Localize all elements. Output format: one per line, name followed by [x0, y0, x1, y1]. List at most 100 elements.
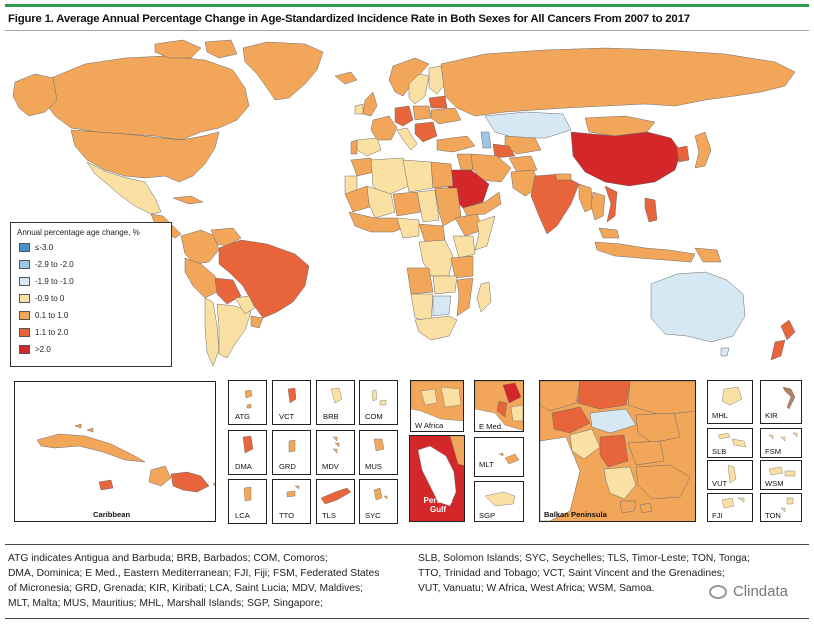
region-somalia [474, 215, 496, 251]
inset-label-tls: TLS [322, 511, 336, 520]
inset-label-w-africa: W Africa [415, 421, 444, 430]
map-legend: Annual percentage age change, % ≤-3.0 -2… [10, 222, 172, 367]
inset-label-persian-gulf: Persian Gulf [416, 496, 460, 514]
legend-label: -1.9 to -1.0 [35, 276, 74, 286]
inset-caribbean: Caribbean [14, 381, 216, 522]
note-line: VUT, Vanuatu; W Africa, West Africa; WSM… [418, 583, 655, 594]
region-balkans [414, 121, 438, 143]
region-philippines [644, 197, 658, 223]
region-brazil [218, 239, 310, 319]
region-japan [694, 131, 712, 169]
caribbean-map [36, 423, 215, 493]
inset-balkan: Balkan Peninsula [539, 380, 696, 522]
inset-label-mdv: MDV [322, 462, 339, 471]
inset-fji: FJI [707, 493, 753, 522]
region-cuba [172, 195, 204, 205]
legend-item: >2.0 [19, 343, 51, 355]
ton-map [780, 497, 794, 513]
region-nigeria [396, 217, 420, 239]
inset-label-grd: GRD [279, 462, 296, 471]
region-sweden [408, 73, 430, 105]
region-kenya [452, 235, 476, 259]
region-alaska [12, 73, 58, 117]
region-canada-islands [154, 39, 238, 59]
region-myanmar [578, 183, 594, 213]
region-botswana [432, 295, 452, 317]
legend-swatch [19, 327, 30, 337]
region-venezuela [210, 227, 242, 247]
legend-swatch [19, 310, 30, 320]
region-algeria [370, 157, 410, 197]
region-mali [366, 185, 396, 219]
inset-e-med: E Med. [474, 380, 524, 432]
region-russia [440, 47, 796, 117]
inset-label-brb: BRB [323, 412, 339, 421]
persian-gulf-map [410, 436, 464, 521]
sgp-map [484, 491, 516, 507]
dma-map [242, 435, 254, 454]
footer-rule [5, 618, 809, 619]
inset-label-vut: VUT [712, 479, 728, 488]
region-tanzania [450, 255, 474, 279]
inset-kir: KIR [760, 380, 802, 424]
fji-map [721, 497, 745, 509]
inset-ton: TON [760, 493, 802, 522]
region-madagascar [476, 281, 492, 313]
region-kazakhstan [484, 111, 572, 139]
inset-label-caribbean: Caribbean [93, 510, 131, 519]
legend-swatch [19, 344, 30, 354]
region-italy [396, 127, 418, 151]
inset-label-slb: SLB [712, 447, 727, 456]
region-germany [394, 105, 414, 127]
legend-item: -0.9 to 0 [19, 292, 64, 304]
region-chile [204, 297, 220, 367]
inset-label-kir: KIR [765, 411, 778, 420]
region-ireland [354, 103, 364, 115]
region-indonesia [594, 241, 696, 263]
region-finland [428, 65, 446, 95]
notes-right: SLB, Solomon Islands; SYC, Seychelles; T… [418, 551, 750, 596]
inset-label-wsm: WSM [765, 479, 784, 488]
region-colombia [180, 229, 220, 265]
fsm-map [768, 432, 798, 442]
region-iceland [334, 71, 358, 85]
note-line: TTO, Trinidad and Tobago; VCT, Saint Vin… [418, 568, 725, 579]
region-caspian [480, 131, 492, 149]
mdv-map [332, 436, 340, 454]
title-divider [5, 30, 809, 31]
world-choropleth-map [12, 39, 796, 367]
note-line: DMA, Dominica; E Med., Eastern Mediterra… [8, 568, 380, 579]
region-uzbekistan [504, 135, 542, 155]
inset-label-fsm: FSM [765, 447, 782, 456]
note-line: ATG indicates Antigua and Barbuda; BRB, … [8, 553, 328, 564]
inset-persian-gulf: Persian Gulf [409, 435, 465, 522]
region-china [570, 131, 682, 187]
inset-lca: LCA [228, 479, 267, 524]
legend-label: -2.9 to -2.0 [35, 259, 74, 269]
persian-gulf-label-line1: Persian [423, 496, 453, 505]
region-mexico [86, 161, 162, 215]
com-map [371, 389, 387, 406]
region-mozambique [456, 277, 474, 317]
mhl-map [721, 386, 743, 406]
inset-mhl: MHL [707, 380, 753, 424]
inset-com: COM [359, 380, 398, 425]
grd-map [288, 439, 296, 453]
inset-dma: DMA [228, 430, 267, 475]
wechat-icon [708, 584, 727, 599]
region-vietnam [604, 185, 618, 223]
inset-label-mlt: MLT [479, 460, 494, 469]
e-med-map [475, 381, 523, 431]
legend-item: ≤-3.0 [19, 241, 53, 253]
region-new-zealand [770, 319, 796, 361]
legend-swatch [19, 276, 30, 286]
legend-item: 1.1 to 2.0 [19, 326, 68, 338]
region-peru [184, 257, 218, 299]
notes-divider [5, 544, 809, 545]
inset-slb: SLB [707, 428, 753, 458]
region-belarus [428, 95, 448, 109]
region-nepal [554, 173, 572, 181]
inset-vut: VUT [707, 460, 753, 490]
region-usa [70, 129, 220, 183]
legend-swatch [19, 259, 30, 269]
